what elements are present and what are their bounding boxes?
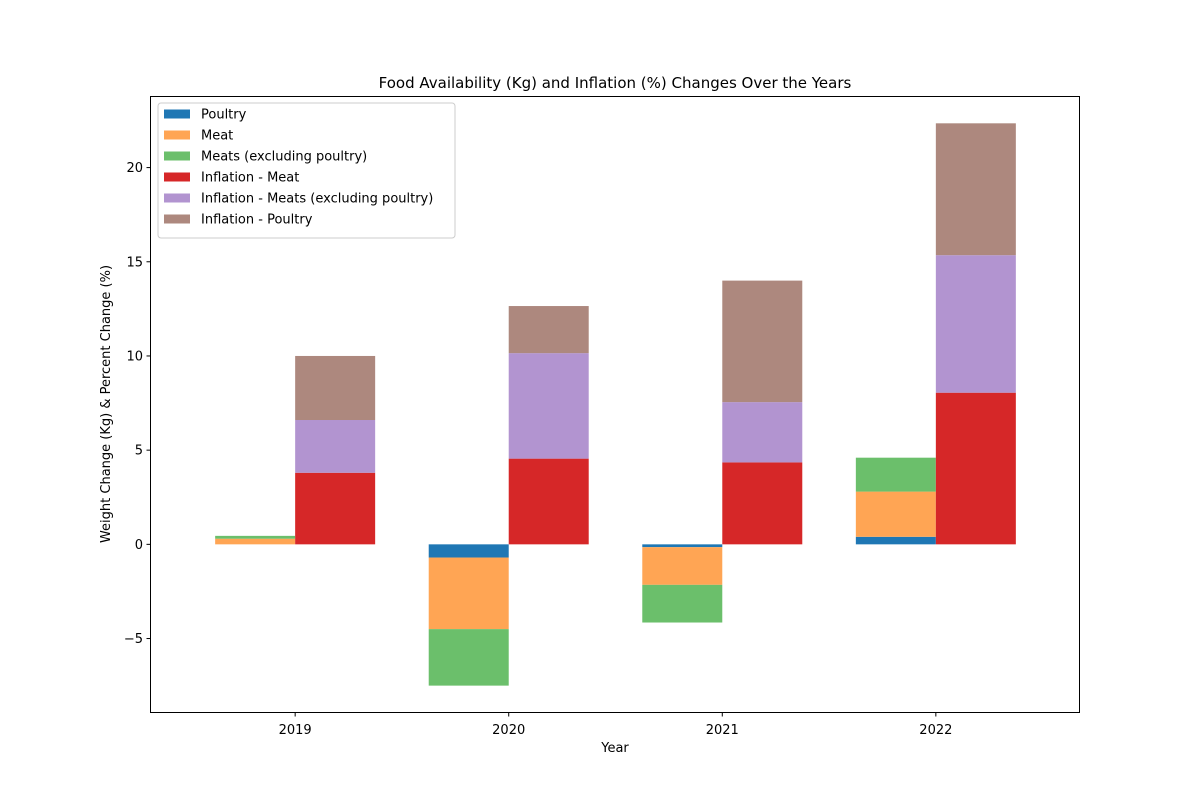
bar-weight-2021-2 xyxy=(642,584,723,623)
x-axis-label: Year xyxy=(600,741,629,756)
bar-inflation-2022-0 xyxy=(935,392,1016,545)
legend-swatch-4 xyxy=(164,193,190,203)
legend-swatch-3 xyxy=(164,172,190,182)
bar-inflation-2019-0 xyxy=(295,472,376,545)
ticks-layer: −5 0 5 10 15 20 2019 2020 2021 2022 xyxy=(124,161,953,738)
bar-weight-2020-0 xyxy=(428,544,509,558)
y-tick-label-1: 0 xyxy=(135,538,143,553)
y-tick-label-3: 10 xyxy=(126,349,143,364)
bar-weight-2022-1 xyxy=(855,491,936,537)
bar-inflation-2022-2 xyxy=(935,123,1016,256)
chart-title: Food Availability (Kg) and Inflation (%)… xyxy=(379,74,852,92)
bar-weight-2022-0 xyxy=(855,536,936,545)
legend-label-0: Poultry xyxy=(201,108,247,123)
legend-label-1: Meat xyxy=(201,129,233,144)
bar-inflation-2019-1 xyxy=(295,420,376,473)
legend-swatch-0 xyxy=(164,109,190,119)
y-tick-label-2: 5 xyxy=(135,444,143,459)
y-tick-label-4: 15 xyxy=(126,255,143,270)
legend-box xyxy=(157,102,456,239)
plot-frame xyxy=(150,96,1080,713)
bar-inflation-2020-1 xyxy=(508,353,589,459)
bars-layer xyxy=(215,123,1016,686)
legend-label-3: Inflation - Meat xyxy=(201,171,299,186)
bar-weight-2020-2 xyxy=(428,629,509,686)
bar-weight-2020-1 xyxy=(428,557,509,630)
bar-inflation-2022-1 xyxy=(935,255,1016,393)
bar-inflation-2020-0 xyxy=(508,458,589,545)
bar-inflation-2021-2 xyxy=(722,280,803,403)
bar-weight-2019-2 xyxy=(215,535,296,539)
y-axis-label: Weight Change (Kg) & Percent Change (%) xyxy=(99,265,114,543)
bar-weight-2021-0 xyxy=(642,544,723,548)
bar-inflation-2020-2 xyxy=(508,306,589,354)
bar-inflation-2021-0 xyxy=(722,462,803,545)
legend-label-2: Meats (excluding poultry) xyxy=(201,150,367,165)
y-tick-label-0: −5 xyxy=(124,632,143,647)
bar-inflation-2019-2 xyxy=(295,355,376,421)
legend-label-5: Inflation - Poultry xyxy=(201,213,313,228)
legend-swatch-2 xyxy=(164,151,190,161)
legend-swatch-5 xyxy=(164,214,190,224)
bar-weight-2022-2 xyxy=(855,457,936,492)
bar-inflation-2021-1 xyxy=(722,402,803,463)
bar-weight-2021-1 xyxy=(642,547,723,585)
x-tick-label-1: 2020 xyxy=(492,723,525,738)
legend-swatch-1 xyxy=(164,130,190,140)
bar-weight-2019-1 xyxy=(215,538,296,545)
y-tick-label-5: 20 xyxy=(126,161,143,176)
legend-label-4: Inflation - Meats (excluding poultry) xyxy=(201,192,433,207)
legend: Poultry Meat Meats (excluding poultry) Infl… xyxy=(157,102,456,239)
x-tick-label-3: 2022 xyxy=(919,723,952,738)
x-tick-label-0: 2019 xyxy=(279,723,312,738)
x-tick-label-2: 2021 xyxy=(706,723,739,738)
